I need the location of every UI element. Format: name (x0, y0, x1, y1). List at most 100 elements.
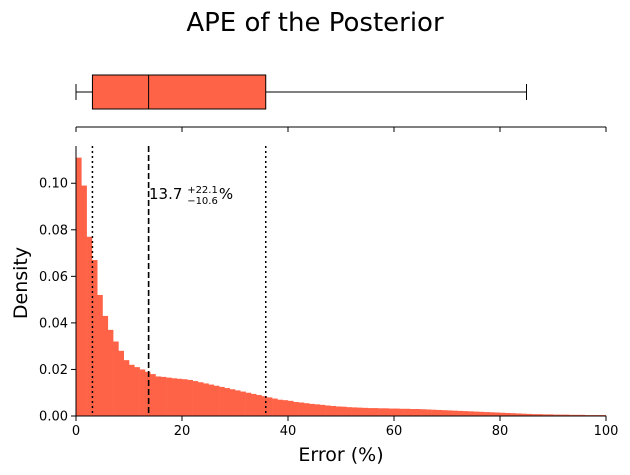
histogram-bar-25 (208, 384, 215, 416)
chart-title: APE of the Posterior (186, 8, 444, 38)
histogram-bar-63 (409, 409, 416, 416)
histogram-bar-23 (197, 382, 204, 416)
histogram-bar-69 (441, 410, 448, 416)
histogram-bar-66 (425, 409, 432, 416)
histogram-bar-2 (86, 236, 93, 416)
histogram-bar-36 (266, 397, 273, 416)
x-tick-label-5: 100 (594, 424, 619, 439)
histogram-bar-0 (76, 157, 82, 416)
histogram-bar-90 (553, 414, 559, 416)
histogram-bar-43 (303, 403, 310, 416)
histogram-bar-37 (272, 398, 278, 416)
histogram-bar-39 (282, 400, 289, 416)
histogram-bar-86 (531, 414, 538, 416)
histogram-bar-35 (261, 396, 268, 416)
y-axis-label: Density (10, 247, 32, 319)
histogram-bar-56 (372, 408, 379, 416)
histogram-bar-22 (192, 381, 199, 416)
histogram-bar-85 (526, 413, 533, 416)
histogram-bar-5 (102, 315, 109, 416)
histogram-bar-92 (563, 414, 570, 416)
histogram-bar-41 (293, 402, 299, 416)
histogram-bar-73 (462, 411, 469, 416)
histogram-bar-26 (213, 385, 220, 416)
histogram-bar-68 (436, 409, 442, 416)
y-tick-label-5: 0.10 (39, 177, 68, 192)
histogram-bar-83 (515, 413, 522, 416)
annotation-lower: −10.6 (187, 196, 218, 207)
histogram-bar-13 (144, 371, 151, 416)
histogram-bar-19 (176, 378, 183, 416)
histogram-bar-47 (325, 405, 331, 416)
histogram-bar-88 (542, 414, 548, 416)
histogram-bar-32 (245, 392, 252, 416)
y-tick-label-1: 0.02 (39, 363, 68, 378)
histogram-bar-18 (171, 378, 177, 416)
median-annotation: 13.7 +22.1 −10.6 % (149, 179, 233, 208)
histogram-bar-64 (415, 409, 421, 416)
histogram-bar-30 (235, 390, 241, 416)
histogram-bar-34 (256, 395, 262, 416)
histogram-bar-50 (341, 406, 347, 416)
histogram-bar-16 (160, 376, 167, 416)
histogram-bar-65 (420, 409, 427, 416)
histogram-bar-60 (394, 408, 400, 416)
histogram-bar-31 (240, 391, 246, 416)
y-tick-label-0: 0.00 (39, 410, 68, 425)
x-axis-label: Error (%) (298, 444, 383, 466)
histogram-bar-95 (579, 414, 586, 416)
histogram-bar-1 (81, 185, 87, 416)
histogram-bar-89 (547, 414, 554, 416)
histogram-bar-27 (219, 386, 225, 416)
histogram-bar-76 (478, 411, 485, 416)
x-tick-label-2: 40 (280, 424, 297, 439)
histogram-bar-45 (314, 404, 321, 416)
histogram-bar-33 (250, 393, 257, 416)
histogram-bar-4 (97, 294, 103, 416)
y-tick-label-2: 0.04 (39, 316, 68, 331)
histogram-bar-20 (182, 379, 188, 416)
annotation-value: 13.7 (149, 185, 182, 203)
histogram-bar-81 (505, 412, 511, 416)
histogram-bar-93 (568, 414, 575, 416)
histogram-bar-9 (123, 360, 130, 416)
x-tick-label-3: 60 (386, 424, 403, 439)
histogram-bar-42 (298, 402, 305, 416)
histogram-bar-78 (489, 412, 495, 416)
histogram-bar-15 (155, 376, 162, 416)
histogram-bar-38 (277, 399, 283, 416)
histogram-bar-17 (166, 377, 172, 416)
x-tick-label-1: 20 (174, 424, 191, 439)
histogram-bar-84 (521, 413, 527, 416)
histogram-bar-87 (537, 414, 543, 416)
histogram-bar-29 (229, 389, 236, 416)
histogram-bar-70 (447, 410, 453, 416)
histogram-bar-61 (399, 408, 405, 416)
histogram-bar-11 (134, 367, 140, 416)
histogram-bar-44 (309, 403, 315, 416)
histogram-bar-55 (367, 408, 374, 416)
histogram-bar-12 (139, 369, 146, 416)
histogram-bar-6 (107, 329, 114, 416)
histogram-bar-74 (468, 411, 474, 416)
histogram-bar-62 (404, 408, 411, 416)
histogram-bar-3 (91, 260, 98, 416)
histogram-bar-28 (224, 388, 230, 416)
histogram-bar-51 (346, 407, 352, 416)
histogram-bar-48 (330, 405, 336, 416)
y-tick-label-3: 0.06 (39, 270, 68, 285)
histogram-bar-72 (457, 410, 464, 416)
histogram-bar-71 (452, 410, 458, 416)
x-tick-label-0: 0 (72, 424, 80, 439)
histogram-bar-40 (288, 400, 294, 416)
histogram-bar-91 (558, 414, 564, 416)
histogram-bar-7 (113, 341, 119, 416)
histogram-bar-54 (362, 407, 368, 416)
box-iqr (91, 74, 267, 110)
histogram-bar-75 (473, 411, 480, 416)
annotation-upper: +22.1 (187, 185, 218, 196)
histogram-bar-46 (319, 404, 326, 416)
histogram-bar-80 (500, 412, 506, 416)
histogram-bar-49 (335, 406, 342, 416)
